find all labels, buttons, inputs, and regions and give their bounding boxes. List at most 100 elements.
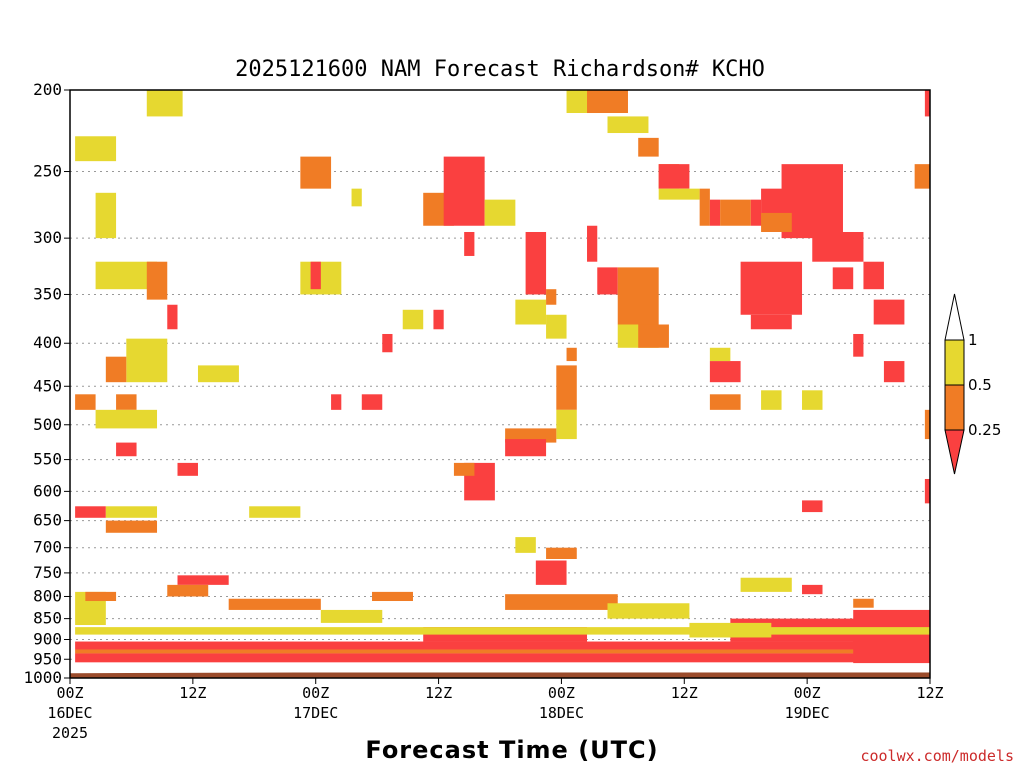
y-tick-label: 650: [33, 511, 62, 530]
ri-region-high: [146, 90, 183, 117]
ri-region-high: [658, 188, 700, 200]
ri-region-high: [105, 506, 158, 518]
ri-region-low: [75, 653, 931, 663]
ri-region-high: [351, 188, 362, 207]
ri-region-low: [177, 575, 229, 585]
ri-region-mid: [546, 289, 557, 305]
ri-region-mid: [105, 356, 127, 383]
y-tick-label: 350: [33, 284, 62, 303]
x-tick-year: 2025: [52, 724, 88, 742]
x-tick-label: 12Z: [179, 684, 206, 702]
ri-region-mid: [761, 212, 792, 232]
ri-region-high: [761, 390, 782, 410]
y-tick-label: 1000: [23, 668, 62, 687]
y-tick-label: 850: [33, 609, 62, 628]
ri-region-high: [689, 622, 772, 638]
ri-region-mid: [300, 156, 332, 189]
ri-region-low: [709, 199, 721, 226]
credit-link[interactable]: coolwx.com/models: [860, 747, 1014, 765]
x-tick-label: 12Z: [425, 684, 452, 702]
ri-region-mid: [709, 394, 741, 410]
ground-edge: [69, 669, 931, 674]
ri-region-low: [853, 333, 864, 357]
x-tick-date: 16DEC: [47, 704, 92, 722]
x-axis: 00Z 16DEC 2025 12Z 00Z 17DEC 12Z 00Z 18DEC 12Z 00Z…: [47, 678, 944, 742]
ri-region-low: [116, 442, 137, 457]
ri-region-mid: [566, 347, 577, 362]
ri-region-low: [310, 261, 321, 290]
ri-region-low: [709, 361, 741, 383]
y-tick-label: 250: [33, 162, 62, 181]
x-tick-label: 00Z: [794, 684, 821, 702]
x-tick-label: 12Z: [671, 684, 698, 702]
ri-region-high: [126, 338, 168, 383]
ri-region-mid: [453, 462, 475, 476]
plot-border: [69, 89, 931, 679]
x-tick-label: 12Z: [916, 684, 943, 702]
legend-swatch-above-1: [944, 293, 965, 341]
ri-region-low: [587, 225, 598, 262]
color-legend: 1 0.5 0.25: [944, 293, 1001, 475]
ri-region-mid: [116, 394, 137, 410]
ri-region-low: [658, 164, 690, 189]
ri-region-high: [95, 409, 158, 429]
ri-region-mid: [638, 137, 659, 157]
ri-region-low: [382, 333, 393, 353]
ri-region-low: [924, 90, 930, 117]
ri-region-low: [883, 361, 905, 383]
ri-region-high: [320, 609, 383, 623]
ri-region-low: [525, 231, 547, 295]
ri-region-low: [331, 394, 342, 410]
ri-region-low: [361, 394, 383, 410]
ri-region-high: [249, 506, 301, 518]
plot-frame: [69, 89, 931, 679]
ri-region-low: [167, 304, 178, 330]
y-tick-label: 600: [33, 481, 62, 500]
ri-region-mid: [146, 261, 168, 300]
y-tick-label: 450: [33, 376, 62, 395]
ri-region-low: [443, 156, 485, 226]
ri-region-high: [95, 261, 158, 290]
ri-region-low: [832, 267, 854, 290]
x-axis-label: Forecast Time (UTC): [365, 736, 658, 764]
ri-region-mid: [505, 428, 557, 443]
ri-region-low: [802, 584, 823, 595]
ri-region-high: [607, 116, 649, 134]
ri-region-low: [812, 231, 864, 262]
ri-region-low: [177, 462, 198, 476]
ri-region-low: [535, 560, 567, 585]
legend-level-label: 1: [968, 331, 978, 349]
ri-region-low: [505, 439, 547, 457]
ri-region-mid: [699, 188, 710, 226]
y-tick-label: 800: [33, 586, 62, 605]
ri-region-low: [740, 261, 803, 315]
ri-region-high: [95, 192, 117, 239]
x-tick-date: 19DEC: [785, 704, 830, 722]
ri-region-mid: [228, 598, 321, 610]
x-tick-label: 00Z: [56, 684, 83, 702]
ri-region-mid: [372, 591, 413, 602]
x-tick-date: 18DEC: [539, 704, 584, 722]
ri-region-high: [802, 390, 823, 410]
ri-region-high: [546, 314, 567, 339]
ri-region-high: [75, 627, 931, 635]
ri-region-low: [433, 309, 444, 330]
x-tick-label: 00Z: [302, 684, 329, 702]
ri-region-high: [607, 603, 690, 619]
ri-region-mid: [914, 164, 930, 189]
ri-region-mid: [924, 409, 930, 440]
y-tick-label: 750: [33, 563, 62, 582]
ri-region-low: [750, 314, 792, 330]
legend-swatch-0-25-0-5: [944, 384, 965, 431]
ri-region-high: [556, 409, 577, 440]
y-tick-label: 400: [33, 333, 62, 352]
richardson-shading: [75, 90, 931, 664]
x-tick-date: 17DEC: [293, 704, 338, 722]
ri-region-mid: [853, 598, 874, 608]
ri-region-low: [597, 267, 618, 295]
ri-region-high: [75, 136, 117, 162]
ri-region-high: [197, 365, 239, 383]
ri-region-low: [863, 261, 884, 290]
ri-region-high: [740, 577, 792, 592]
